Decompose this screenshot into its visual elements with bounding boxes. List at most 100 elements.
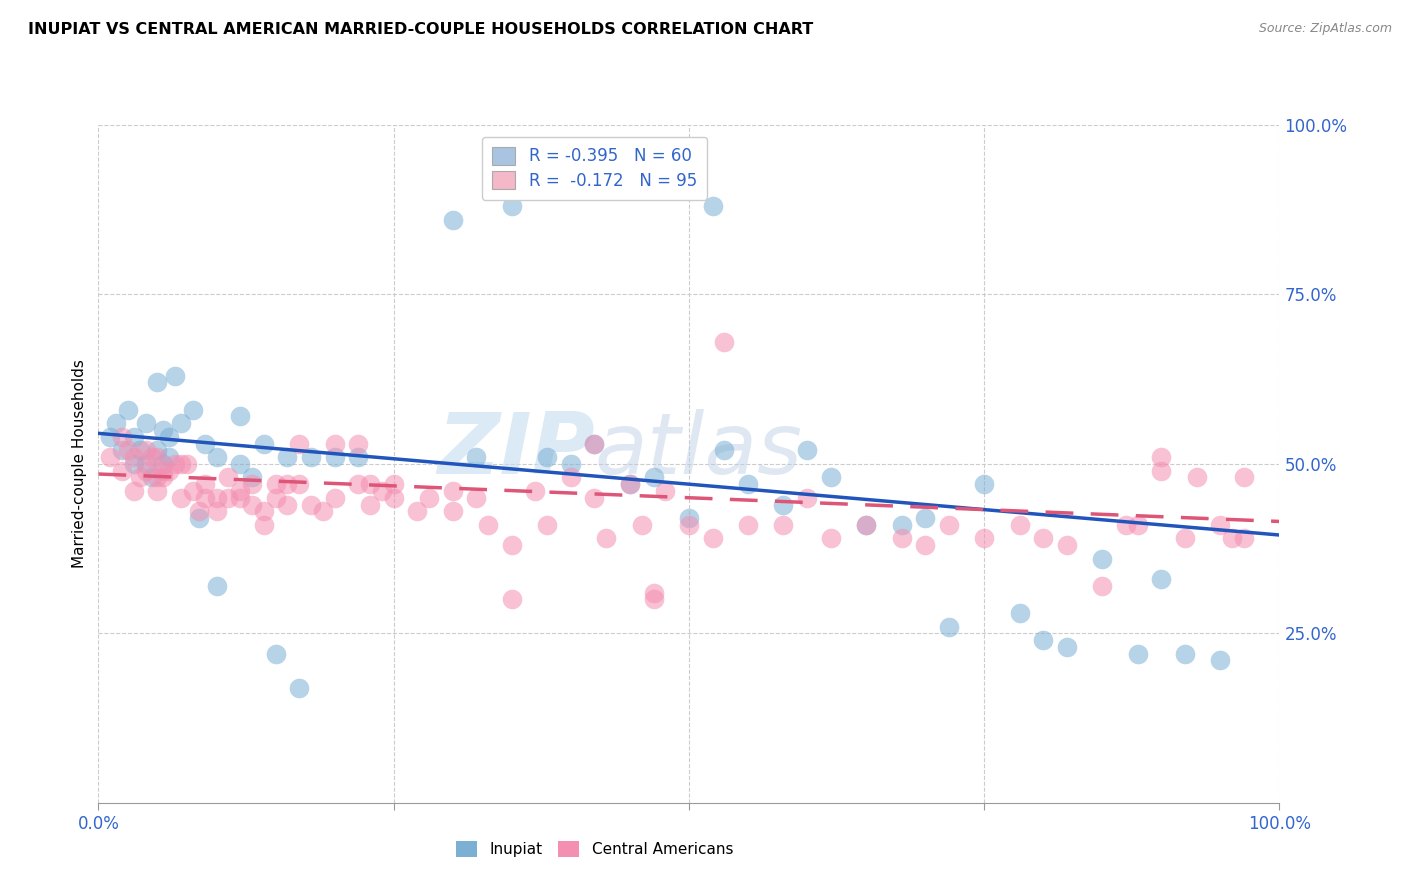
Point [678,511,700,525]
Point [128,470,150,484]
Point [914,511,936,525]
Point [299,498,322,512]
Legend: Inupiat, Central Americans: Inupiat, Central Americans [450,835,740,863]
Point [855,517,877,532]
Point [187,504,209,518]
Point [643,585,665,599]
Point [194,477,217,491]
Text: atlas: atlas [595,409,803,491]
Point [229,409,252,424]
Point [165,457,187,471]
Point [1091,579,1114,593]
Point [152,457,174,471]
Point [1233,470,1256,484]
Point [276,498,298,512]
Point [111,443,134,458]
Point [406,504,429,518]
Point [630,517,652,532]
Point [1150,464,1173,478]
Point [643,592,665,607]
Point [938,619,960,633]
Point [1150,450,1173,464]
Point [654,483,676,498]
Point [1008,606,1031,620]
Point [1008,517,1031,532]
Point [465,450,488,464]
Point [1032,532,1054,546]
Point [1174,532,1197,546]
Point [181,483,204,498]
Point [141,470,163,484]
Point [157,430,180,444]
Point [111,430,134,444]
Point [240,477,263,491]
Point [501,592,523,607]
Point [146,376,169,390]
Point [820,532,842,546]
Point [157,464,180,478]
Point [229,457,252,471]
Point [288,681,311,695]
Y-axis label: Married-couple Households: Married-couple Households [72,359,87,568]
Point [1056,538,1078,552]
Point [194,436,217,450]
Point [187,511,209,525]
Point [217,491,239,505]
Point [382,491,405,505]
Point [146,450,169,464]
Point [938,517,960,532]
Point [276,450,298,464]
Point [111,464,134,478]
Point [890,532,912,546]
Point [299,450,322,464]
Point [135,443,157,458]
Point [359,498,381,512]
Point [713,443,735,458]
Point [205,579,228,593]
Point [288,436,311,450]
Point [194,491,217,505]
Point [583,491,606,505]
Point [524,483,547,498]
Point [796,443,818,458]
Text: Source: ZipAtlas.com: Source: ZipAtlas.com [1258,22,1392,36]
Point [146,470,169,484]
Point [264,647,287,661]
Point [176,457,198,471]
Point [1056,640,1078,654]
Point [371,483,394,498]
Point [820,470,842,484]
Point [117,402,139,417]
Point [973,532,995,546]
Point [98,430,121,444]
Point [170,491,193,505]
Point [312,504,335,518]
Point [1174,647,1197,661]
Point [1150,572,1173,586]
Point [619,477,641,491]
Text: ZIP: ZIP [437,409,595,491]
Point [181,402,204,417]
Point [441,504,464,518]
Point [855,517,877,532]
Point [1126,647,1149,661]
Point [347,436,370,450]
Point [477,517,499,532]
Point [141,450,163,464]
Point [501,538,523,552]
Point [264,491,287,505]
Point [157,450,180,464]
Point [536,450,558,464]
Point [170,416,193,430]
Point [323,450,346,464]
Point [1209,653,1232,667]
Point [737,517,759,532]
Point [122,457,145,471]
Point [253,517,276,532]
Point [152,470,174,484]
Point [678,517,700,532]
Point [1209,517,1232,532]
Point [737,477,759,491]
Point [347,450,370,464]
Point [146,443,169,458]
